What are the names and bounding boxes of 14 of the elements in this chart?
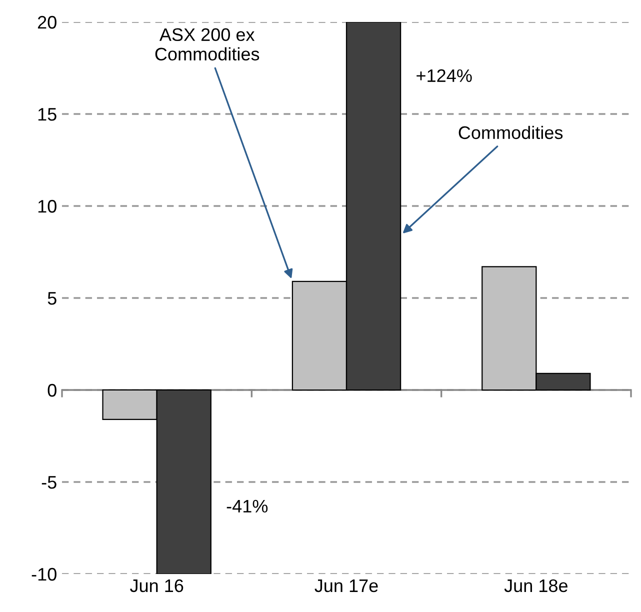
y-tick-label: 5 — [48, 292, 56, 305]
x-tick-label: Jun 17e — [314, 580, 378, 592]
y-tick-label: -10 — [32, 568, 56, 581]
y-tick-label: 20 — [38, 16, 56, 29]
annotation: -41% — [226, 500, 268, 513]
y-tick-label: 10 — [38, 200, 56, 213]
text: ASX 200 ex Commodities — [155, 28, 260, 60]
annotation: +124% — [416, 69, 472, 82]
y-tick-label: -5 — [42, 476, 56, 489]
x-tick-label: Jun 16 — [130, 579, 184, 592]
y-tick-label: 15 — [38, 108, 56, 121]
x-tick-label: Jun 18e — [504, 579, 568, 592]
text: Commodities — [458, 126, 563, 140]
y-tick-label: 0 — [48, 384, 56, 397]
